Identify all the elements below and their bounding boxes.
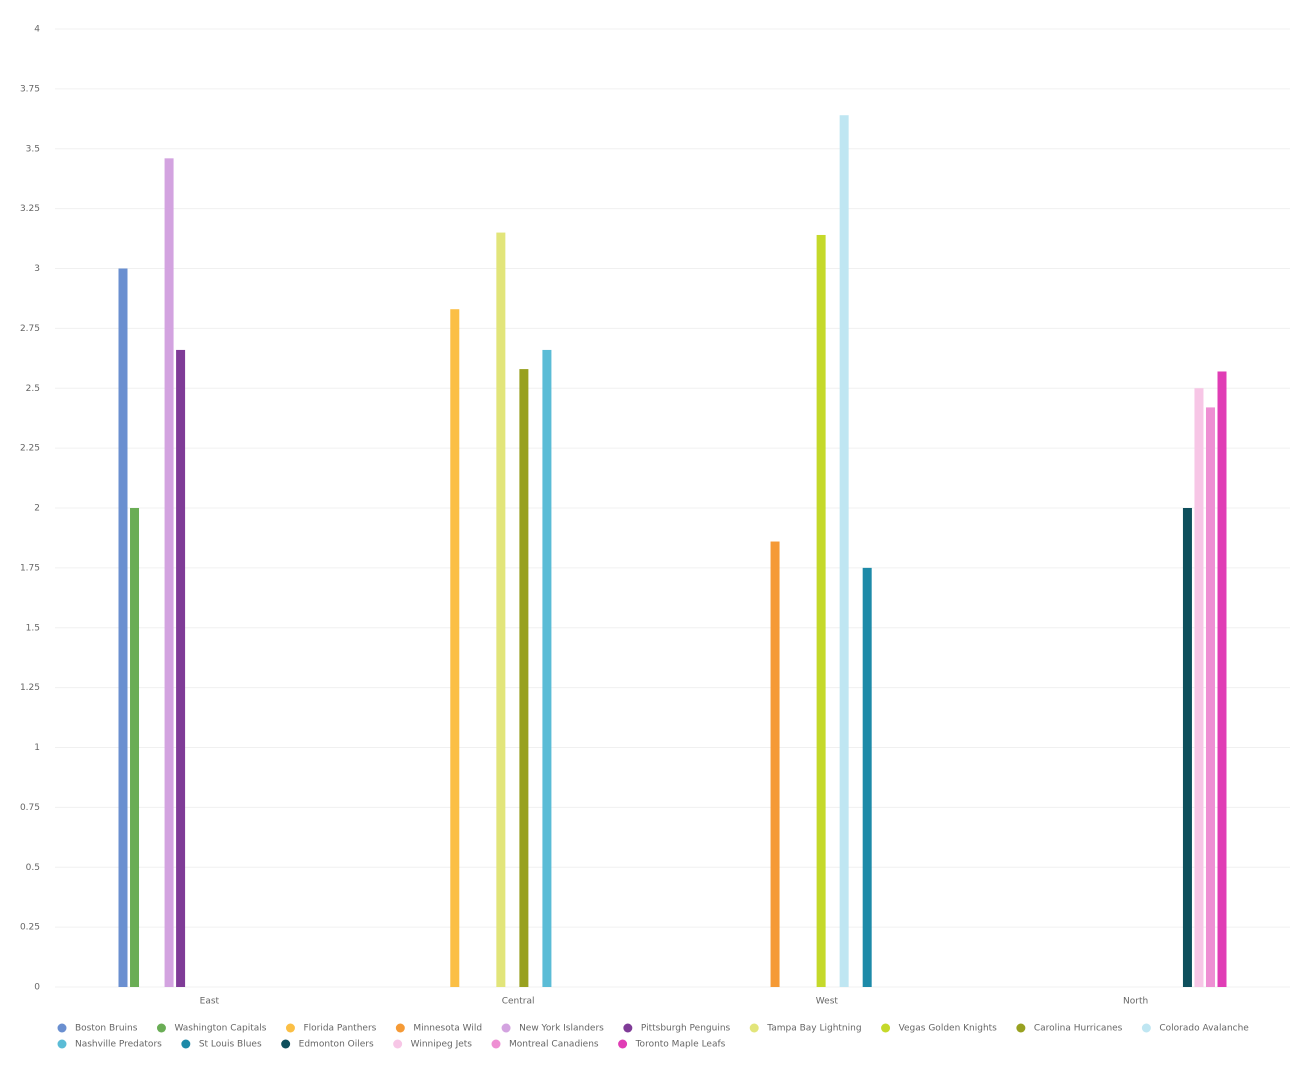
- legend-marker: [281, 1039, 291, 1049]
- legend-marker: [57, 1023, 67, 1033]
- bar: [542, 349, 552, 987]
- legend-label: Tampa Bay Lightning: [766, 1024, 861, 1034]
- bar: [176, 349, 186, 987]
- y-tick-label: 2: [34, 504, 40, 514]
- y-tick-label: 0.75: [20, 803, 40, 813]
- y-tick-label: 3: [34, 264, 40, 274]
- legend-marker: [395, 1023, 405, 1033]
- bar: [496, 232, 506, 987]
- y-tick-label: 1.75: [20, 563, 40, 573]
- legend-label: Toronto Maple Leafs: [635, 1040, 726, 1050]
- bar: [816, 234, 826, 988]
- y-tick-label: 0.25: [20, 923, 40, 933]
- y-tick-label: 1.25: [20, 683, 40, 693]
- bar: [1217, 371, 1227, 987]
- legend-label: Florida Panthers: [303, 1024, 376, 1034]
- legend-label: Nashville Predators: [75, 1040, 162, 1050]
- legend-label: St Louis Blues: [199, 1040, 262, 1050]
- legend-label: Montreal Canadiens: [509, 1040, 599, 1050]
- y-tick-label: 0.5: [26, 863, 40, 873]
- y-tick-label: 2.5: [26, 384, 40, 394]
- bar: [839, 115, 849, 988]
- bar: [130, 508, 140, 987]
- legend-marker: [393, 1039, 403, 1049]
- y-tick-label: 1: [34, 743, 40, 753]
- legend-marker: [156, 1023, 166, 1033]
- bar: [1205, 407, 1215, 987]
- x-tick-label: North: [1123, 997, 1148, 1007]
- legend-label: Vegas Golden Knights: [899, 1024, 998, 1034]
- legend-marker: [623, 1023, 633, 1033]
- bar: [770, 541, 780, 987]
- legend-label: Washington Capitals: [174, 1024, 266, 1034]
- legend-label: Winnipeg Jets: [411, 1040, 473, 1050]
- legend-label: Colorado Avalanche: [1159, 1024, 1249, 1034]
- legend-marker: [1141, 1023, 1151, 1033]
- legend-label: New York Islanders: [519, 1024, 604, 1034]
- bar: [118, 268, 128, 987]
- y-tick-label: 1.5: [26, 623, 40, 633]
- x-tick-label: East: [200, 997, 220, 1007]
- y-tick-label: 3.25: [20, 204, 40, 214]
- bar: [862, 567, 872, 987]
- bar: [164, 158, 174, 987]
- legend-marker: [1016, 1023, 1026, 1033]
- legend-marker: [491, 1039, 501, 1049]
- bar: [1182, 508, 1192, 987]
- legend-marker: [181, 1039, 191, 1049]
- y-tick-label: 4: [34, 25, 40, 35]
- bar: [1194, 388, 1204, 987]
- legend-label: Boston Bruins: [75, 1024, 138, 1034]
- legend-marker: [881, 1023, 891, 1033]
- x-tick-label: West: [816, 997, 839, 1007]
- y-tick-label: 3.5: [26, 144, 40, 154]
- legend-label: Edmonton Oilers: [299, 1040, 374, 1050]
- legend-marker: [501, 1023, 511, 1033]
- legend-label: Carolina Hurricanes: [1034, 1024, 1123, 1034]
- legend-marker: [285, 1023, 295, 1033]
- legend-label: Minnesota Wild: [413, 1024, 482, 1034]
- legend-marker: [618, 1039, 628, 1049]
- x-tick-label: Central: [502, 997, 535, 1007]
- y-tick-label: 3.75: [20, 84, 40, 94]
- bar: [519, 369, 529, 988]
- legend-marker: [749, 1023, 759, 1033]
- legend-label: Pittsburgh Penguins: [641, 1024, 731, 1034]
- y-tick-label: 2.75: [20, 324, 40, 334]
- legend-marker: [57, 1039, 67, 1049]
- y-tick-label: 2.25: [20, 444, 40, 454]
- y-tick-label: 0: [34, 983, 40, 993]
- bar: [450, 309, 460, 988]
